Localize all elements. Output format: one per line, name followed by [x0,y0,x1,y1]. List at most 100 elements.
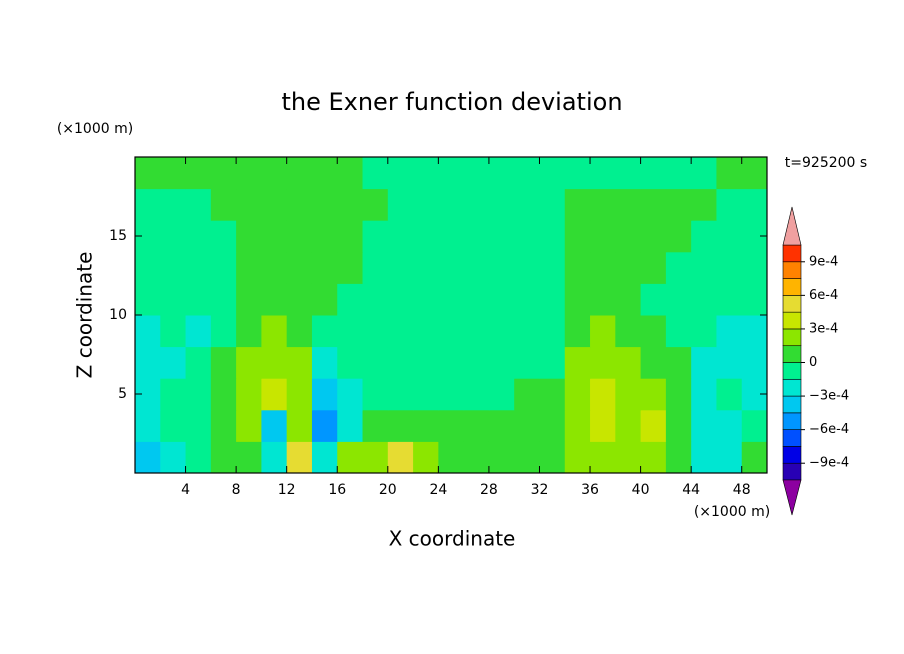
contour-cell [615,346,642,379]
contour-cell [564,409,591,442]
contour-cell [640,409,667,442]
contour-cell [539,441,566,474]
contour-cell [514,441,540,474]
contour-cell [337,315,364,348]
contour-cell [691,378,717,411]
x-tick-label: 48 [733,482,751,498]
contour-cell [488,441,515,474]
contour-cell [160,441,187,474]
contour-cell [185,315,212,348]
colorbar-tick-label: −6e-4 [809,422,849,437]
contour-cell [311,315,338,348]
contour-cell [236,378,262,411]
colorbar-extend-high [782,206,802,246]
contour-cell [514,251,540,284]
contour-cell [463,251,490,284]
contour-cell [741,188,768,221]
contour-cell [590,409,616,442]
contour-cell [135,441,161,474]
contour-cell [413,315,439,348]
contour-cell [236,251,262,284]
contour-cell [615,188,642,221]
contour-cell [488,315,515,348]
contour-cell [716,157,743,190]
contour-cell [665,346,692,379]
contour-cell [185,251,212,284]
contour-cell [210,283,237,316]
contour-cell [590,188,616,221]
contour-cell [387,315,414,348]
contour-cell [362,188,389,221]
contour-cell [311,220,338,253]
contour-cell [539,346,566,379]
contour-cell [337,346,364,379]
contour-cell [286,188,313,221]
contour-cell [337,188,364,221]
contour-cell [387,441,414,474]
contour-cell [210,220,237,253]
contour-cell [311,188,338,221]
contour-cell [438,251,465,284]
contour-cell [337,220,364,253]
contour-cell [160,346,187,379]
contour-cell [387,378,414,411]
contour-cell [387,251,414,284]
contour-cell [539,283,566,316]
contour-cell [564,220,591,253]
contour-cell [286,346,313,379]
contour-cell [261,220,288,253]
contour-cell [539,409,566,442]
contour-cell [160,157,187,190]
colorbar-tick-label: 9e-4 [809,254,838,269]
contour-cell [691,441,717,474]
contour-cell [615,409,642,442]
contour-cell [640,378,667,411]
contour-cell [362,283,389,316]
x-tick-label: 24 [429,482,447,498]
contour-cell [286,251,313,284]
contour-cell [691,409,717,442]
contour-cell [590,441,616,474]
contour-cell [463,441,490,474]
contour-cell [716,315,743,348]
contour-cell [261,409,288,442]
contour-cell [210,409,237,442]
contour-cell [362,220,389,253]
colorbar-tick-label: 0 [809,355,817,370]
contour-cell [362,157,389,190]
contour-cell [311,251,338,284]
contour-cell [160,315,187,348]
contour-cell [564,315,591,348]
contour-cell [362,251,389,284]
contour-cell [665,378,692,411]
contour-cell [413,346,439,379]
contour-cell [236,157,262,190]
contour-cell [590,157,616,190]
x-axis-label: X coordinate [389,527,516,551]
contour-cell [488,378,515,411]
contour-cell [514,188,540,221]
contour-cell [286,220,313,253]
contour-cell [286,283,313,316]
contour-cell [286,441,313,474]
contour-cell [539,188,566,221]
contour-cell [387,188,414,221]
contour-cell [311,409,338,442]
contour-cell [539,220,566,253]
contour-cell [311,378,338,411]
contour-cell [261,188,288,221]
contour-cell [135,315,161,348]
contour-cell [590,220,616,253]
contour-cell [413,283,439,316]
colorbar-box [782,328,802,347]
contour-cell [741,409,768,442]
contour-cell [236,220,262,253]
contour-cell [160,220,187,253]
contour-cell [185,378,212,411]
contour-cell [438,315,465,348]
contour-cell [210,441,237,474]
colorbar-box [782,362,802,380]
contour-cell [210,188,237,221]
contour-cell [387,220,414,253]
colorbar-box [782,412,802,430]
